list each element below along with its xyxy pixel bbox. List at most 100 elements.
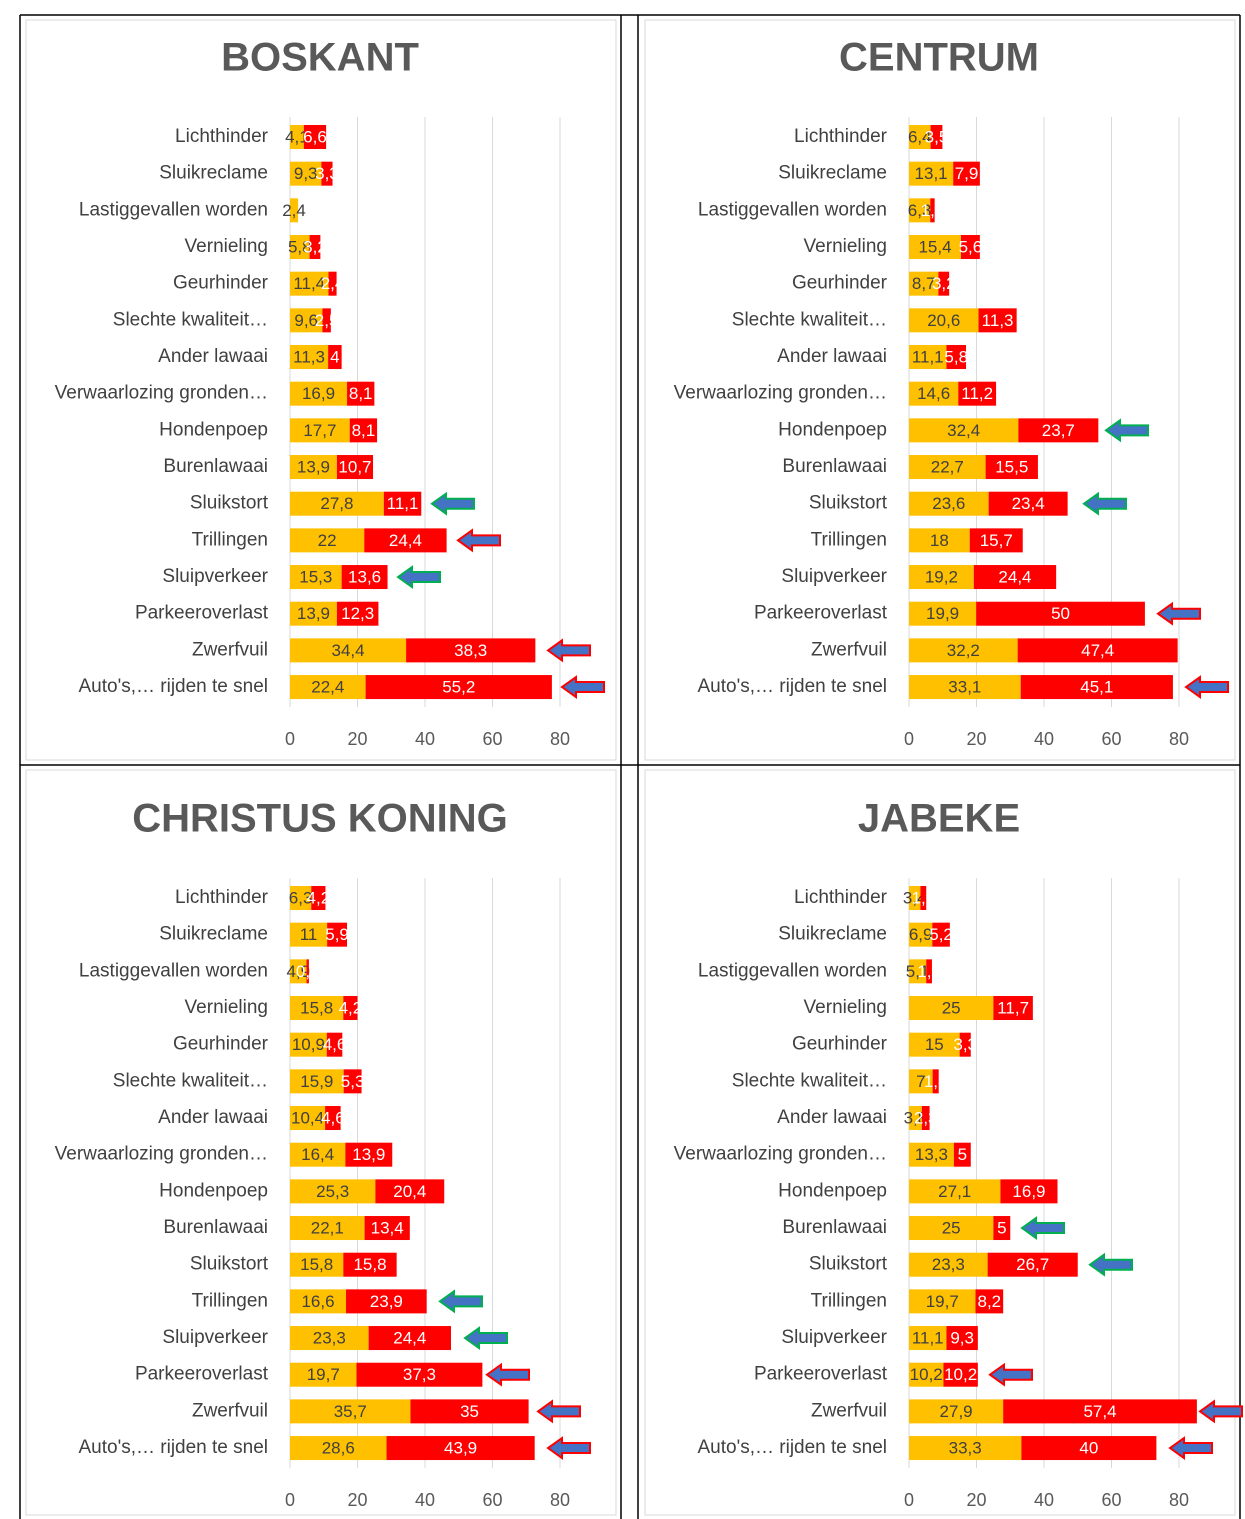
x-tick-label: 20 bbox=[966, 1490, 986, 1510]
bar-segment bbox=[1018, 418, 1099, 443]
bar-segment bbox=[909, 1032, 960, 1057]
data-label: 11,3 bbox=[982, 311, 1014, 330]
bar-segment bbox=[1003, 1399, 1197, 1424]
bar-segment bbox=[938, 271, 950, 296]
category-label: Slechte kwaliteit… bbox=[113, 309, 268, 330]
category-label: Sluikreclame bbox=[778, 163, 887, 184]
data-label: 4 bbox=[330, 348, 339, 367]
data-label: 19,7 bbox=[307, 1365, 340, 1384]
category-label: Trillingen bbox=[192, 1290, 268, 1311]
data-label: 57,4 bbox=[1083, 1402, 1116, 1421]
data-label: 45,1 bbox=[1080, 678, 1113, 697]
panel-frame bbox=[644, 769, 1236, 1516]
x-tick-label: 40 bbox=[1034, 729, 1054, 749]
data-label: 1,7 bbox=[917, 962, 941, 981]
bar-segment bbox=[365, 675, 552, 700]
data-label: 6,3 bbox=[289, 888, 313, 907]
category-label: Lastiggevallen worden bbox=[698, 199, 887, 220]
bar-segment bbox=[290, 528, 365, 553]
category-label: Verwaarlozing gronden… bbox=[674, 1144, 887, 1165]
annotation-arrow bbox=[463, 1326, 508, 1350]
category-label: Geurhinder bbox=[173, 273, 269, 294]
bar-segment bbox=[290, 1179, 376, 1204]
page-border bbox=[19, 14, 1241, 1519]
data-label: 3,2 bbox=[303, 237, 327, 256]
bar-segment bbox=[290, 922, 328, 947]
bar-segment bbox=[341, 565, 388, 590]
bar-segment bbox=[290, 1289, 347, 1314]
data-label: 3,5 bbox=[925, 127, 949, 146]
bar-segment bbox=[336, 601, 379, 626]
category-label: Verwaarlozing gronden… bbox=[674, 383, 887, 404]
data-label: 6,3 bbox=[908, 201, 932, 220]
data-label: 2,3 bbox=[914, 1109, 938, 1128]
annotation-arrow bbox=[1082, 491, 1127, 516]
annotation-arrow bbox=[396, 565, 441, 589]
bar-segment bbox=[920, 886, 927, 910]
data-label: 6,6 bbox=[303, 127, 327, 146]
bar-segment bbox=[909, 565, 974, 590]
annotation-arrow bbox=[456, 528, 501, 553]
data-label: 11,4 bbox=[293, 274, 325, 293]
data-label: 9,3 bbox=[294, 164, 318, 183]
bar-segment bbox=[1017, 638, 1178, 663]
x-tick-label: 0 bbox=[285, 1490, 295, 1510]
category-label: Slechte kwaliteit… bbox=[113, 1070, 268, 1091]
chart-title: JABEKE bbox=[858, 797, 1020, 841]
bar-segment bbox=[343, 996, 358, 1021]
bar-segment bbox=[909, 308, 979, 333]
annotation-arrow bbox=[560, 675, 605, 699]
data-label: 43,9 bbox=[444, 1439, 477, 1458]
data-label: 19,9 bbox=[926, 604, 959, 623]
data-label: 15,7 bbox=[980, 531, 1013, 550]
category-label: Lichthinder bbox=[175, 126, 269, 147]
bar-segment bbox=[328, 271, 337, 296]
data-label: 13,4 bbox=[371, 1219, 404, 1238]
category-label: Trillingen bbox=[811, 529, 887, 550]
data-label: 10,9 bbox=[292, 1035, 325, 1054]
category-label: Geurhinder bbox=[792, 1034, 888, 1055]
data-label: 6,4 bbox=[908, 127, 932, 146]
bar-segment bbox=[932, 922, 950, 947]
data-label: 2,4 bbox=[321, 274, 345, 293]
x-tick-label: 20 bbox=[347, 729, 367, 749]
bar-segment bbox=[290, 1069, 344, 1094]
bar-segment bbox=[290, 345, 329, 370]
annotation-arrow bbox=[1156, 601, 1201, 626]
data-label: 3,2 bbox=[932, 274, 956, 293]
bar-segment bbox=[375, 1179, 445, 1204]
bar-segment bbox=[943, 1362, 978, 1387]
panel-frame bbox=[644, 19, 1236, 761]
category-label: Parkeeroverlast bbox=[754, 1364, 888, 1385]
annotation-arrow bbox=[1184, 675, 1229, 699]
category-label: Slechte kwaliteit… bbox=[732, 309, 887, 330]
data-label: 5,3 bbox=[341, 1072, 365, 1091]
category-label: Sluipverkeer bbox=[162, 1327, 268, 1348]
category-label: Verwaarlozing gronden… bbox=[55, 1144, 268, 1165]
category-label: Hondenpoep bbox=[778, 419, 887, 440]
category-label: Hondenpoep bbox=[159, 1180, 268, 1201]
data-label: 15,9 bbox=[300, 1072, 333, 1091]
bar-segment bbox=[909, 638, 1018, 663]
data-label: 11,2 bbox=[961, 384, 993, 403]
category-label: Vernieling bbox=[185, 997, 268, 1018]
bar-segment bbox=[909, 1216, 994, 1241]
bar-segment bbox=[290, 381, 348, 406]
x-tick-label: 40 bbox=[1034, 1490, 1054, 1510]
bar-segment bbox=[953, 1142, 971, 1167]
bar-segment bbox=[290, 1106, 326, 1131]
annotation-arrow bbox=[1104, 418, 1149, 443]
data-label: 33,3 bbox=[949, 1439, 982, 1458]
data-label: 5,6 bbox=[959, 237, 983, 256]
bar-segment bbox=[290, 1142, 346, 1167]
data-label: 5,2 bbox=[929, 925, 953, 944]
bar-segment bbox=[921, 1106, 930, 1131]
bar-segment bbox=[343, 1252, 397, 1277]
data-label: 4,2 bbox=[339, 998, 363, 1017]
bar-segment bbox=[406, 638, 536, 663]
bar-segment bbox=[290, 308, 323, 333]
bar-segment bbox=[290, 1362, 357, 1387]
data-label: 38,3 bbox=[454, 641, 487, 660]
bar-segment bbox=[909, 1179, 1001, 1204]
